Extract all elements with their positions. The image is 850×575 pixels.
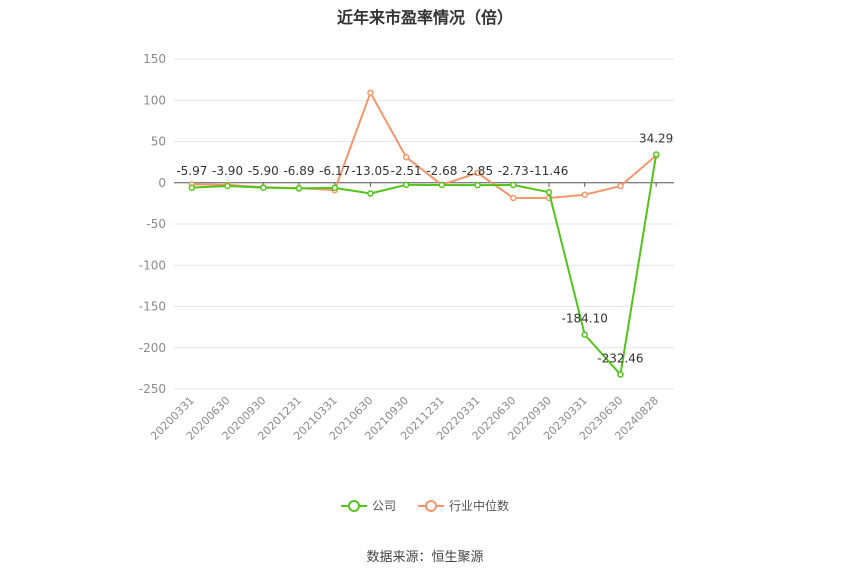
company-data-point (581, 331, 588, 338)
y-tick-label: -250 (139, 382, 166, 396)
company-data-point (474, 181, 481, 189)
company-data-label: 34.29 (639, 131, 673, 145)
legend-label-industry-median: 行业中位数 (449, 499, 510, 513)
legend: 公司 行业中位数 (0, 497, 850, 514)
y-tick-label: 100 (143, 93, 166, 107)
company-data-label: -5.90 (248, 164, 279, 178)
company-data-point (545, 188, 553, 196)
company-data-label: -3.90 (212, 164, 243, 178)
company-data-label: -2.85 (462, 164, 493, 178)
legend-label-company: 公司 (371, 499, 396, 513)
company-data-label: -11.46 (530, 164, 569, 178)
gridlines (174, 58, 674, 390)
company-data-label: -2.73 (498, 164, 529, 178)
industry-median-data-point (367, 89, 374, 97)
y-tick-label: -50 (146, 217, 166, 231)
y-tick-label: -150 (139, 300, 166, 314)
y-tick-label: -200 (139, 341, 166, 355)
company-data-label: -2.51 (391, 164, 422, 178)
data-labels: -5.97 -3.90 -5.90 -6.89 -6.17 -13.05 -2.51 -2.6… (176, 131, 673, 365)
series-lines (188, 89, 660, 378)
data-source: 数据来源：恒生聚源 (366, 550, 484, 565)
company-data-label: -6.17 (319, 164, 350, 178)
legend-marker-industry-median (418, 499, 444, 513)
company-data-point (438, 181, 446, 189)
industry-median-data-point (581, 191, 588, 198)
company-data-point (367, 190, 374, 197)
industry-median-data-point (617, 182, 624, 190)
y-tick-label: 50 (151, 135, 166, 149)
company-data-point (402, 181, 410, 189)
company-data-point (295, 185, 303, 192)
y-tick-label: 0 (158, 176, 166, 190)
y-tick-label: 150 (143, 52, 166, 66)
company-data-label: -6.89 (283, 164, 314, 178)
company-data-point (510, 181, 517, 189)
axes: 150100500-50-100-150-200-250202003312020… (139, 52, 674, 443)
company-data-point (188, 184, 196, 191)
company-data-point (652, 151, 660, 158)
legend-marker-company (340, 499, 367, 513)
company-data-point (224, 182, 231, 190)
chart-title: 近年来市盈率情况（倍） (336, 8, 513, 27)
legend-item-industry-median[interactable]: 行业中位数 (418, 497, 509, 514)
company-series-line (191, 154, 658, 376)
industry-median-data-point (402, 153, 410, 161)
company-data-label: -2.68 (426, 164, 457, 178)
y-tick-label: -100 (139, 258, 166, 272)
industry-median-data-point (474, 169, 481, 177)
company-data-label: -232.46 (597, 352, 643, 366)
legend-item-company[interactable]: 公司 (340, 497, 396, 514)
company-data-point (331, 184, 338, 192)
industry-median-data-point (510, 194, 517, 202)
company-data-point (260, 184, 267, 191)
company-data-label: -13.05 (351, 164, 390, 178)
company-data-label: -184.10 (562, 312, 608, 326)
company-data-point (617, 371, 624, 378)
company-data-label: -5.97 (176, 164, 207, 178)
industry-median-series-line (191, 91, 657, 200)
